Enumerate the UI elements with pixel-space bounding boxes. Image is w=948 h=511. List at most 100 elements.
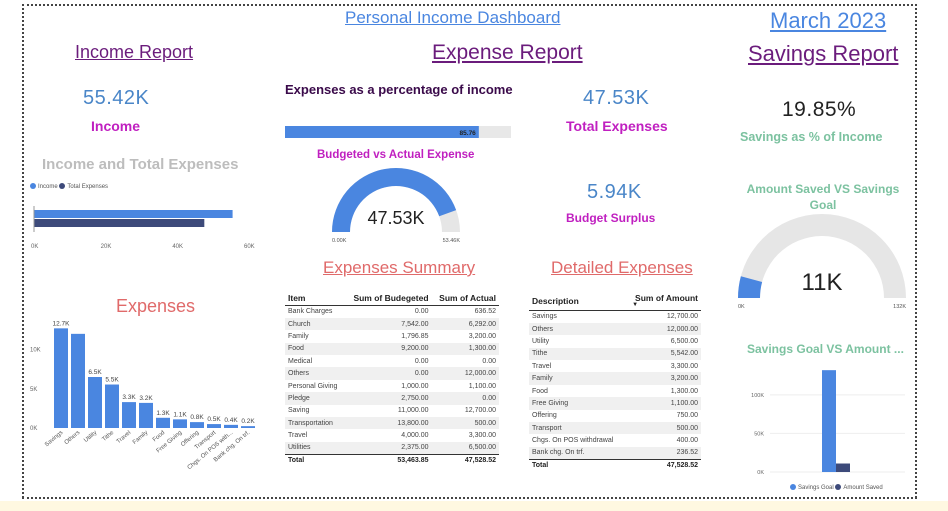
detailed-cell: Tithe <box>529 347 626 361</box>
income-value: 55.42K <box>83 87 150 109</box>
income-tick-label: 40K <box>172 244 183 250</box>
summary-row[interactable]: Medical 0.00 0.00 <box>285 355 499 367</box>
detailed-row[interactable]: Tithe 5,542.00 <box>529 347 701 361</box>
summary-row[interactable]: Saving 11,000.00 12,700.00 <box>285 405 499 417</box>
summary-cell: 12,000.00 <box>431 367 499 380</box>
detailed-row[interactable]: Bank chg. On trf. 236.52 <box>529 446 701 460</box>
detailed-cell: 1,300.00 <box>670 387 698 395</box>
expenses-bar <box>139 402 153 428</box>
expenses-bar <box>122 402 136 428</box>
summary-row[interactable]: Travel 4,000.00 3,300.00 <box>285 429 499 441</box>
detailed-row[interactable]: Offering 750.00 <box>529 410 701 422</box>
summary-cell: 0.00 <box>431 392 499 405</box>
detailed-cell: Others <box>529 322 626 336</box>
expenses-bar-chart: 0K 5K 10K 12.7K Savings Others 6.5K Utility 5.5K… <box>30 320 255 471</box>
savings-gauge-fill <box>738 276 763 298</box>
detailed-header-description[interactable]: Description <box>529 291 626 311</box>
savings-bar-1 <box>836 463 850 472</box>
month-title[interactable]: March 2023 <box>770 8 887 33</box>
summary-row[interactable]: Transportation 13,800.00 500.00 <box>285 417 499 430</box>
frame-bottom <box>22 497 917 499</box>
dashboard-title[interactable]: Personal Income Dashboard <box>345 8 561 27</box>
expenses-tick-label: 0K <box>30 426 37 432</box>
summary-cell: 6,292.00 <box>431 317 499 331</box>
summary-header-actual[interactable]: Sum of Actual <box>431 291 499 306</box>
summary-cell: 4,000.00 <box>401 432 429 440</box>
savings-report-title[interactable]: Savings Report <box>748 41 899 66</box>
expenses-bar <box>105 384 119 428</box>
expenses-category-label: Travel <box>116 430 132 445</box>
income-bar-0 <box>34 210 233 218</box>
income-bar-chart: 0K 20K 40K 60K <box>31 206 255 250</box>
summary-cell: 7,542.00 <box>344 317 432 331</box>
summary-cell: 0.00 <box>344 367 432 380</box>
summary-row[interactable]: Others 0.00 12,000.00 <box>285 367 499 380</box>
summary-cell: 3,300.00 <box>468 432 496 440</box>
budget-gauge-title: Budgeted vs Actual Expense <box>317 149 475 161</box>
income-bar-1 <box>34 219 205 227</box>
frame-left <box>22 4 24 498</box>
expenses-data-label: 0.4K <box>224 417 238 424</box>
summary-total-cell: 53,463.85 <box>344 453 432 467</box>
summary-row[interactable]: Food 9,200.00 1,300.00 <box>285 342 499 356</box>
detailed-row[interactable]: Food 1,300.00 <box>529 385 701 397</box>
expense-report-title[interactable]: Expense Report <box>432 41 583 64</box>
detailed-row[interactable]: Savings 12,700.00 <box>529 311 701 323</box>
detailed-row[interactable]: Family 3,200.00 <box>529 372 701 385</box>
savings-gauge-track <box>738 214 906 298</box>
expenses-summary-title[interactable]: Expenses Summary <box>323 258 476 277</box>
detailed-header-amount[interactable]: Sum of Amount ▼ <box>625 291 701 311</box>
detailed-cell: 12,700.00 <box>666 313 698 321</box>
expenses-data-label: 0.8K <box>190 414 204 421</box>
detailed-cell: 400.00 <box>676 437 698 445</box>
detailed-row[interactable]: Others 12,000.00 <box>529 322 701 336</box>
savings-bar-chart: 0K 50K 100K <box>751 370 905 476</box>
summary-cell: 1,000.00 <box>401 382 429 390</box>
expenses-bar <box>241 426 255 428</box>
summary-cell: 1,300.00 <box>431 342 499 356</box>
detailed-cell: Chgs. On POS withdrawal <box>532 437 614 445</box>
detailed-row[interactable]: Chgs. On POS withdrawal 400.00 <box>529 434 701 446</box>
detailed-cell: Transport <box>529 422 626 435</box>
legend-amount-saved: Amount Saved <box>835 484 883 491</box>
budget-gauge-min: 0.00K <box>332 238 347 244</box>
income-report-title[interactable]: Income Report <box>75 42 194 62</box>
summary-row[interactable]: Pledge 2,750.00 0.00 <box>285 392 499 405</box>
summary-row[interactable]: Bank Charges 0.00 636.52 <box>285 306 499 318</box>
income-tick-label: 20K <box>101 244 112 250</box>
detailed-row[interactable]: Travel 3,300.00 <box>529 360 701 372</box>
detailed-total-cell: Total <box>529 458 626 472</box>
budget-gauge-fill <box>332 167 457 232</box>
expenses-category-label: Savings <box>44 430 64 448</box>
detailed-row[interactable]: Transport 500.00 <box>529 422 701 435</box>
expenses-bar <box>88 377 102 428</box>
budget-gauge: 47.53K 0.00K 53.46K <box>332 167 460 244</box>
detailed-row[interactable]: Free Giving 1,100.00 <box>529 397 701 410</box>
savings-bar-0 <box>822 370 836 472</box>
sort-desc-icon[interactable]: ▼ <box>632 302 639 308</box>
summary-row[interactable]: Personal Giving 1,000.00 1,100.00 <box>285 380 499 392</box>
detailed-row[interactable]: Utility 6,500.00 <box>529 335 701 347</box>
summary-cell: 2,750.00 <box>344 392 432 405</box>
summary-header-item[interactable]: Item <box>285 291 345 306</box>
expenses-data-label: 1.3K <box>156 410 170 417</box>
total-expenses-label: Total Expenses <box>566 118 668 134</box>
expenses-data-label: 0.5K <box>207 416 221 423</box>
summary-row[interactable]: Family 1,796.85 3,200.00 <box>285 330 499 342</box>
expenses-bar <box>224 424 238 428</box>
detailed-total-cell: 47,528.52 <box>625 458 701 472</box>
savings-gauge-max: 132K <box>893 304 906 310</box>
detailed-expenses-table: Description Sum of Amount ▼ Savings 12,700… <box>529 291 701 472</box>
expenses-summary-table: Item Sum of Budegeted Sum of Actual Bank… <box>285 291 499 467</box>
total-expenses-value: 47.53K <box>583 87 650 109</box>
savings-pct-label: Savings as % of Income <box>740 130 883 144</box>
summary-cell: Others <box>285 367 345 380</box>
summary-row[interactable]: Utilities 2,375.00 6,500.00 <box>285 441 499 455</box>
summary-cell: Family <box>288 332 309 340</box>
summary-header-budgeted[interactable]: Sum of Budegeted <box>344 291 432 306</box>
summary-row[interactable]: Church 7,542.00 6,292.00 <box>285 317 499 331</box>
savings-gauge: 11K 0K 132K <box>738 214 906 310</box>
detailed-expenses-title[interactable]: Detailed Expenses <box>551 258 693 277</box>
expenses-bar <box>54 328 68 428</box>
savings-gauge-title: Amount Saved VS Savings Goal <box>746 182 900 212</box>
